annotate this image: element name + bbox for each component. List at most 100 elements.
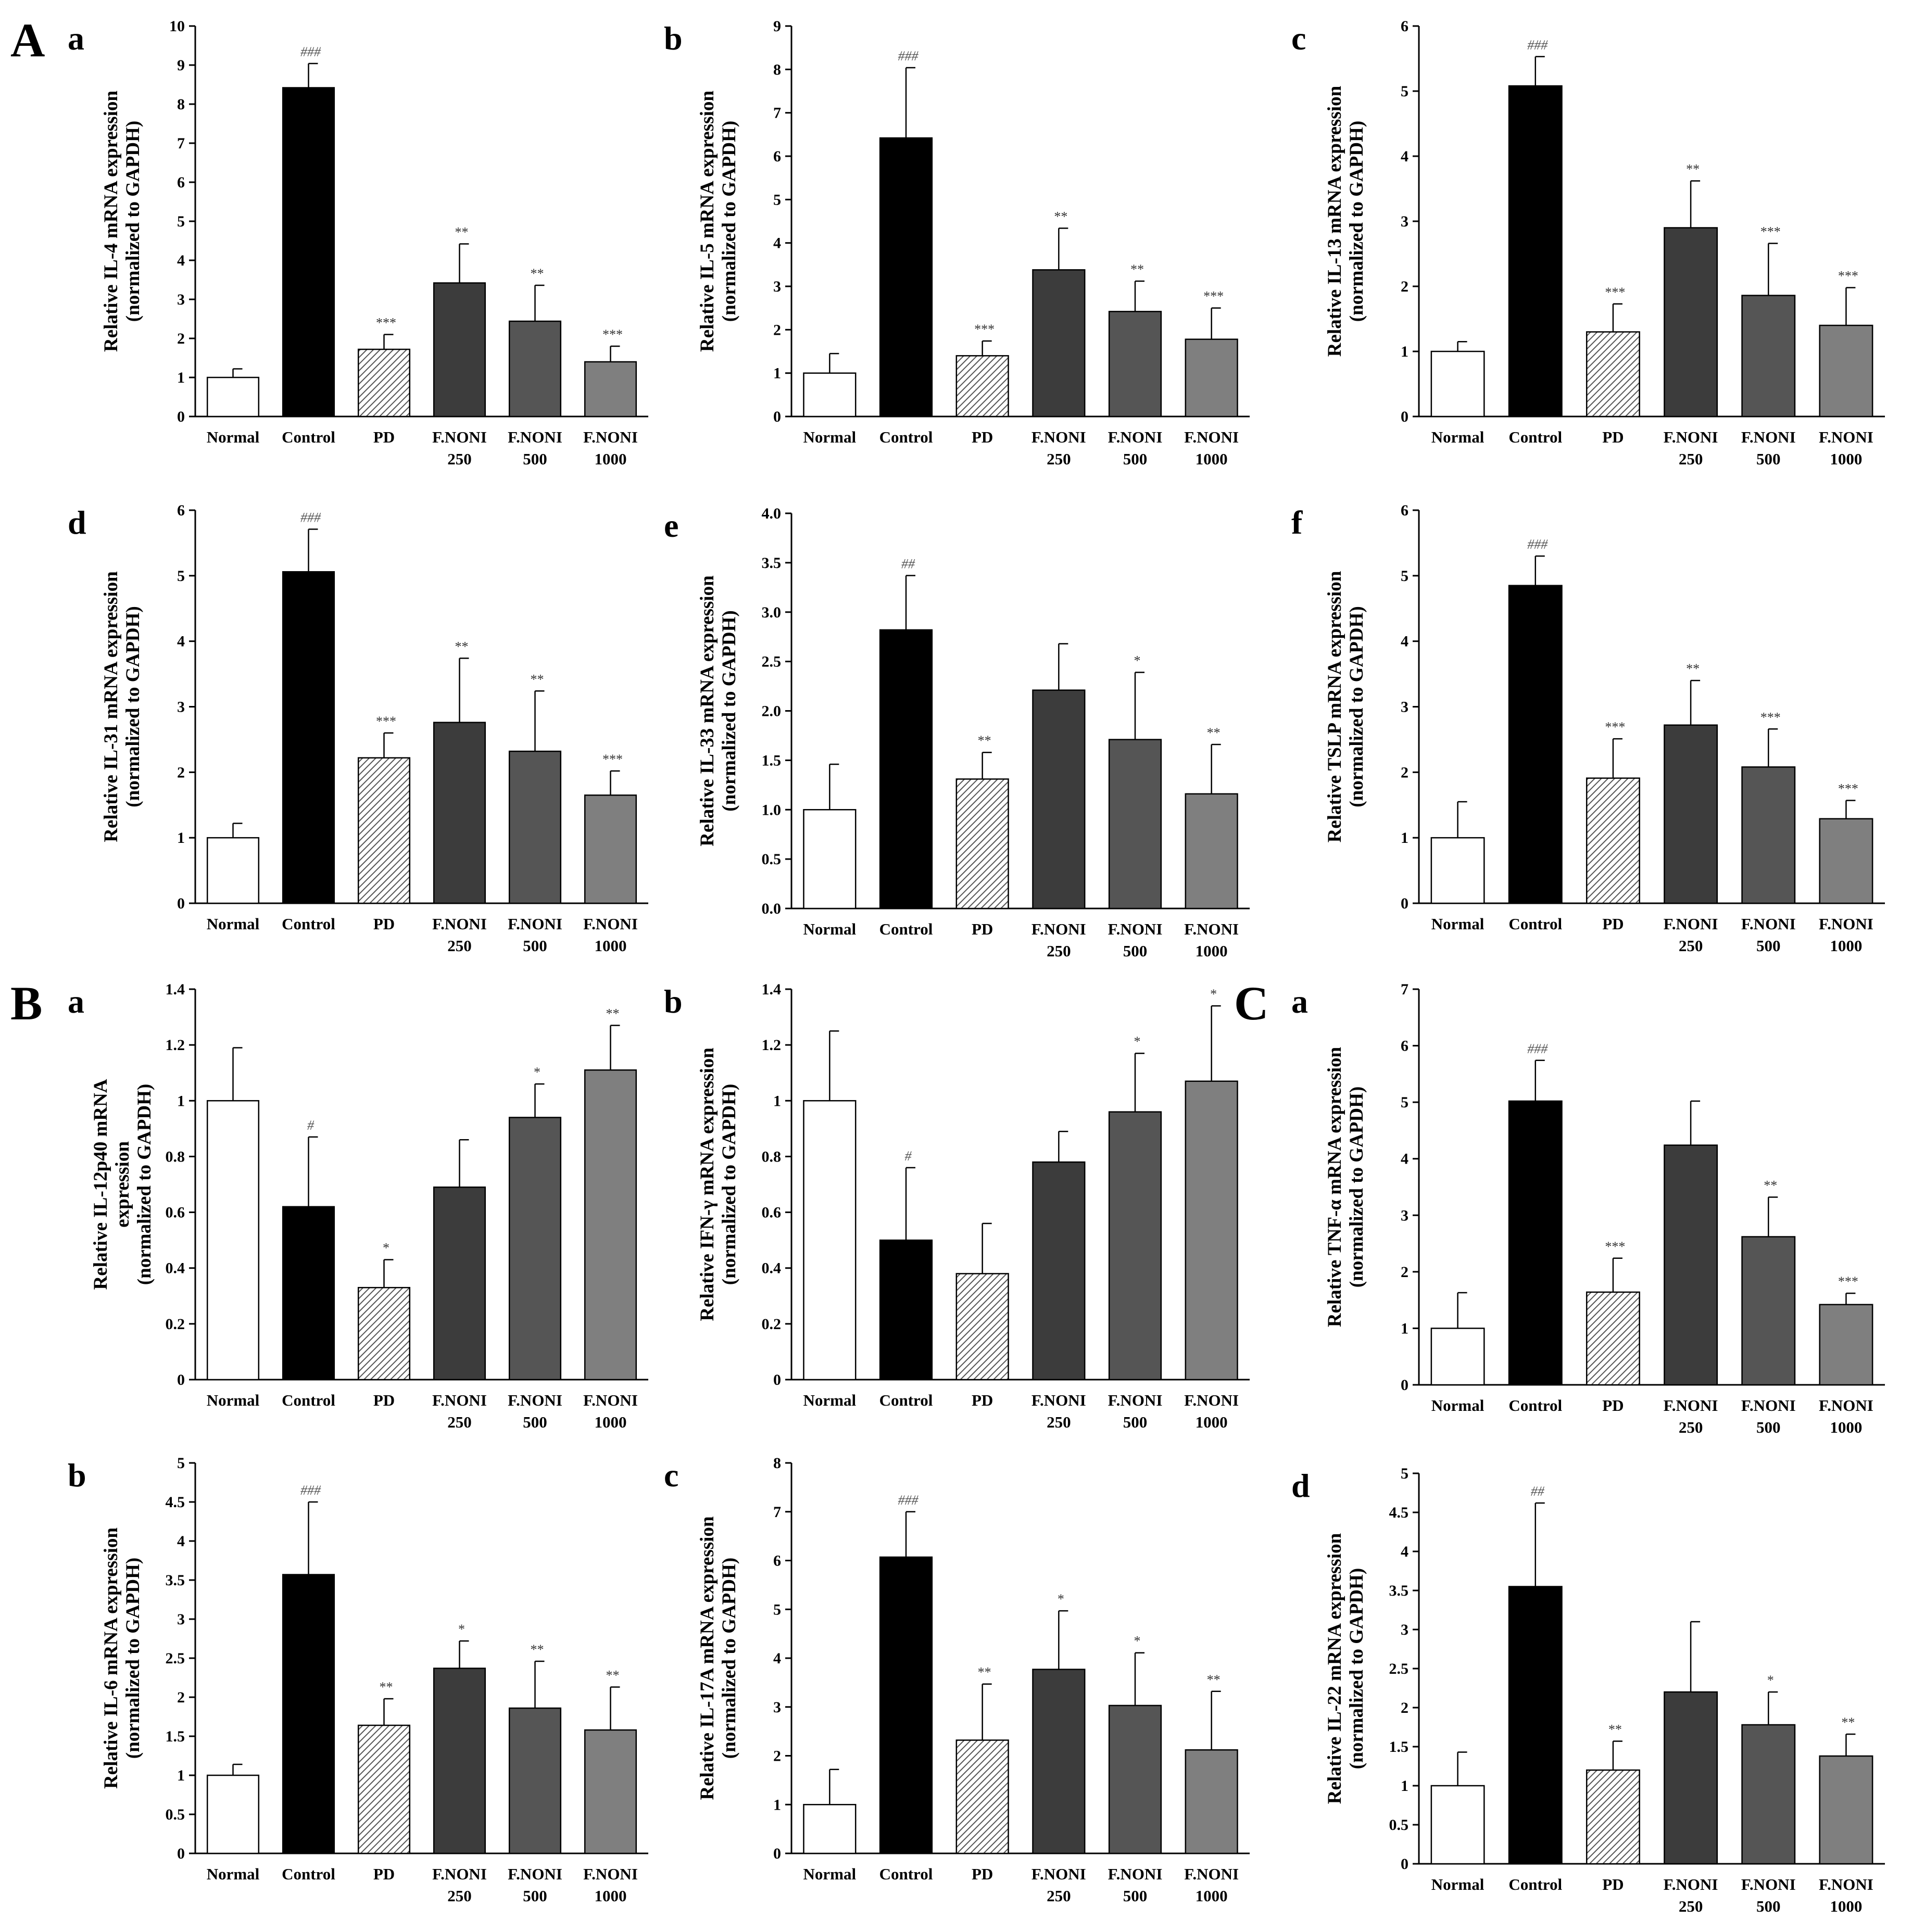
category-label: 500 bbox=[523, 1413, 547, 1431]
y-tick-label: 2.5 bbox=[762, 653, 782, 671]
significance-label: *** bbox=[1838, 269, 1858, 284]
category-label: Control bbox=[282, 915, 335, 933]
significance-label: * bbox=[383, 1241, 389, 1256]
category-label: Normal bbox=[1431, 915, 1485, 933]
category-label: PD bbox=[972, 920, 993, 938]
bar-3 bbox=[1032, 269, 1086, 418]
y-tick-label: 4.0 bbox=[762, 505, 782, 522]
category-label: 1000 bbox=[595, 1413, 627, 1431]
y-tick-label: 9 bbox=[773, 18, 781, 35]
chart-panel-11: 0 0.5 1 1.5 2 2.5 3 3.5 4 4.5 5 Normal ## Control ** PD… bbox=[1291, 1465, 1885, 1915]
y-tick-label: 4 bbox=[1401, 633, 1408, 650]
y-tick-label: 1.5 bbox=[166, 1728, 185, 1745]
significance-label: ** bbox=[455, 225, 469, 240]
category-label: F.NONI bbox=[1741, 1875, 1796, 1893]
y-tick-label: 1 bbox=[177, 369, 185, 386]
y-tick-label: 3.0 bbox=[762, 604, 782, 621]
significance-label: * bbox=[1134, 1034, 1141, 1049]
category-label: 250 bbox=[1047, 1887, 1071, 1905]
bar-0 bbox=[1430, 350, 1485, 418]
significance-label: *** bbox=[974, 322, 995, 337]
bar-5 bbox=[584, 794, 637, 904]
bar-5 bbox=[1819, 818, 1873, 904]
y-tick-label: 0.2 bbox=[166, 1316, 185, 1333]
bar-1 bbox=[1508, 85, 1563, 418]
category-label: F.NONI bbox=[432, 915, 487, 933]
category-label: PD bbox=[1602, 1396, 1624, 1415]
category-label: F.NONI bbox=[1184, 428, 1239, 446]
y-tick-label: 3.5 bbox=[166, 1572, 185, 1589]
bar-4 bbox=[1108, 1111, 1162, 1381]
bar-3 bbox=[1032, 689, 1086, 910]
bar-1 bbox=[282, 87, 335, 418]
y-tick-label: 2.0 bbox=[762, 703, 782, 720]
category-label: 1000 bbox=[595, 450, 627, 468]
y-tick-label: 2 bbox=[177, 1689, 185, 1706]
y-tick-label: 3 bbox=[177, 699, 185, 716]
bar-3 bbox=[1664, 1144, 1718, 1386]
significance-label: * bbox=[1134, 653, 1141, 668]
category-label: 250 bbox=[1679, 1897, 1703, 1915]
y-axis-label: (normalized to GAPDH) bbox=[719, 1084, 740, 1285]
category-label: F.NONI bbox=[1664, 915, 1718, 933]
y-tick-label: 4 bbox=[1401, 148, 1408, 165]
y-tick-label: 2 bbox=[1401, 1264, 1408, 1281]
y-tick-label: 0 bbox=[773, 408, 781, 425]
significance-label: ** bbox=[1764, 1178, 1777, 1193]
bar-0 bbox=[803, 1100, 857, 1381]
significance-label: ** bbox=[1207, 725, 1221, 740]
y-tick-label: 0 bbox=[773, 1845, 781, 1862]
y-tick-label: 6 bbox=[773, 1552, 781, 1570]
category-label: Control bbox=[879, 920, 933, 938]
bar-1 bbox=[1508, 585, 1563, 904]
bar-0 bbox=[206, 1100, 260, 1381]
category-label: F.NONI bbox=[1108, 1391, 1163, 1409]
y-tick-label: 5 bbox=[773, 191, 781, 208]
y-tick-label: 1.4 bbox=[166, 981, 185, 998]
category-label: Normal bbox=[1431, 1875, 1485, 1893]
category-label: Normal bbox=[1431, 1396, 1485, 1415]
category-label: 250 bbox=[1679, 937, 1703, 955]
y-tick-label: 0 bbox=[177, 1845, 185, 1862]
chart-panel-6: 0 0.2 0.4 0.6 0.8 1 1.2 1.4 Normal # Control * PD F.N… bbox=[68, 981, 648, 1431]
category-label: Control bbox=[879, 1391, 933, 1409]
category-label: F.NONI bbox=[432, 1865, 487, 1883]
y-tick-label: 3.5 bbox=[1389, 1582, 1409, 1599]
category-label: F.NONI bbox=[432, 428, 487, 446]
category-label: F.NONI bbox=[1741, 915, 1796, 933]
significance-label: # bbox=[905, 1148, 912, 1164]
y-axis-label: Relative TSLP mRNA expression bbox=[1324, 571, 1345, 842]
panel-letter: e bbox=[664, 507, 678, 544]
significance-label: ** bbox=[1207, 1672, 1221, 1687]
category-label: PD bbox=[1602, 1875, 1624, 1893]
significance-label: ** bbox=[1054, 209, 1067, 224]
category-label: 500 bbox=[1123, 450, 1148, 468]
significance-label: ** bbox=[531, 672, 544, 687]
category-label: 500 bbox=[523, 450, 547, 468]
category-label: Normal bbox=[803, 920, 857, 938]
y-tick-label: 1.2 bbox=[166, 1037, 185, 1054]
category-label: 250 bbox=[447, 937, 472, 955]
significance-label: *** bbox=[1838, 1274, 1858, 1289]
y-tick-label: 5 bbox=[1401, 1094, 1408, 1111]
category-label: F.NONI bbox=[1819, 915, 1873, 933]
category-label: PD bbox=[1602, 915, 1624, 933]
category-label: 500 bbox=[1123, 942, 1148, 960]
category-label: 250 bbox=[1679, 450, 1703, 468]
y-axis-label: (normalized to GAPDH) bbox=[1346, 1087, 1367, 1287]
bar-3 bbox=[433, 1668, 486, 1854]
bar-1 bbox=[879, 1556, 933, 1854]
category-label: F.NONI bbox=[432, 1391, 487, 1409]
category-label: Normal bbox=[803, 428, 857, 446]
y-tick-label: 4 bbox=[773, 1650, 781, 1667]
category-label: 1000 bbox=[1196, 1887, 1228, 1905]
y-axis-label: (normalized to GAPDH) bbox=[122, 1558, 144, 1759]
chart-panel-9: 0 0.5 1 1.5 2 2.5 3 3.5 4 4.5 5 Normal ### Control ** P… bbox=[68, 1455, 648, 1905]
section-letter-C: C bbox=[1234, 977, 1268, 1030]
category-label: Control bbox=[1508, 1875, 1562, 1893]
significance-label: *** bbox=[602, 327, 623, 342]
category-label: F.NONI bbox=[1108, 920, 1163, 938]
y-tick-label: 2 bbox=[1401, 278, 1408, 295]
category-label: 250 bbox=[447, 1413, 472, 1431]
category-label: F.NONI bbox=[583, 428, 638, 446]
